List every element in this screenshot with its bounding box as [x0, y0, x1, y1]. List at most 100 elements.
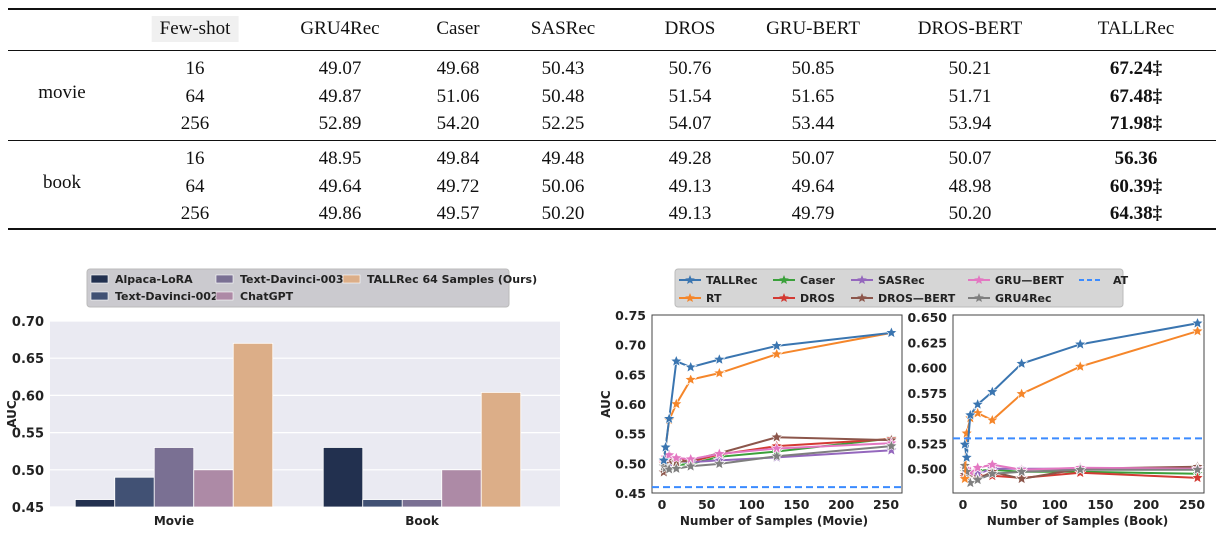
- data-point-star: [884, 439, 898, 452]
- data-point-star: [958, 437, 972, 450]
- table-cell: 48.98: [948, 175, 992, 197]
- y-tick-label: 0.70: [12, 315, 44, 330]
- legend-label: ChatGPT: [240, 290, 294, 303]
- table-cell: 49.28: [668, 148, 712, 169]
- x-tick-label: Book: [405, 514, 440, 528]
- column-header: DROS-BERT: [917, 18, 1023, 39]
- column-header: DROS: [664, 18, 716, 39]
- data-point-star: [958, 472, 972, 485]
- table-cell: 50.21: [948, 58, 992, 79]
- column-header: Few-shot: [151, 16, 239, 42]
- x-tick-label: 100: [1042, 497, 1068, 512]
- table-cell: 52.89: [318, 113, 362, 134]
- data-point-star: [684, 360, 698, 373]
- data-point-star: [1191, 324, 1204, 337]
- x-tick-label: 100: [739, 497, 765, 512]
- x-tick-label: 150: [1087, 497, 1113, 512]
- table-cell: 49.57: [436, 203, 480, 224]
- data-point-star: [884, 326, 898, 339]
- column-header: SASRec: [530, 18, 596, 39]
- legend-swatch: [342, 274, 361, 284]
- y-tick-label: 0.600: [907, 361, 947, 376]
- y-tick-label: 0.45: [12, 501, 44, 516]
- legend-label: GRU—BERT: [995, 274, 1064, 287]
- y-tick-label: 0.65: [615, 367, 646, 382]
- table-cell: 49.48: [541, 148, 585, 169]
- y-axis-label: AUC: [5, 400, 19, 428]
- legend-label: GRU4Rec: [995, 292, 1052, 305]
- table-cell: 51.06: [436, 85, 480, 107]
- series-line: [963, 322, 1198, 458]
- x-tick-label: 50: [1000, 497, 1018, 512]
- y-tick-label: 0.50: [615, 456, 646, 471]
- data-point-star: [712, 457, 726, 470]
- y-tick-label: 0.575: [907, 386, 947, 401]
- data-point-star: [1191, 316, 1204, 329]
- table-cell: 49.13: [668, 175, 712, 197]
- legend-star-icon: [685, 293, 695, 302]
- table-cell: 50.20: [541, 203, 585, 224]
- column-header: TALLRec: [1097, 18, 1175, 39]
- table-rule: [8, 140, 1216, 141]
- table-cell: 53.44: [791, 113, 835, 134]
- y-tick-label: 0.550: [907, 411, 947, 426]
- table-cell: 50.07: [948, 148, 992, 169]
- table-cell: 51.54: [668, 85, 712, 107]
- y-tick-label: 0.70: [615, 338, 646, 353]
- table-cell: 49.79: [791, 203, 835, 224]
- data-point-star: [662, 412, 676, 425]
- table-cell: 50.20: [948, 203, 992, 224]
- table-cell: 50.07: [791, 148, 835, 169]
- data-point-star: [770, 430, 784, 443]
- legend-label: AT: [1113, 274, 1129, 287]
- group-label: movie: [38, 82, 86, 103]
- x-axis-label: Number of Samples (Book): [987, 514, 1169, 528]
- y-tick-label: 0.625: [907, 335, 947, 350]
- data-point-star: [684, 459, 698, 472]
- bar: [232, 342, 274, 508]
- data-point-star: [971, 460, 985, 474]
- data-point-star: [770, 449, 784, 462]
- data-point-star: [1015, 356, 1029, 370]
- x-tick-label: Movie: [154, 514, 194, 528]
- table-cell: 16: [185, 148, 205, 169]
- data-point-star: [884, 443, 898, 456]
- data-point-star: [985, 385, 999, 398]
- table-cell: 51.71: [948, 85, 992, 107]
- table-cell: 60.39‡: [1109, 175, 1163, 197]
- data-point-star: [669, 354, 683, 367]
- data-point-star: [985, 413, 999, 426]
- x-tick-label: 0: [658, 497, 667, 512]
- bar: [193, 469, 234, 508]
- table-cell: 49.13: [668, 203, 712, 224]
- table-cell: 49.72: [436, 175, 480, 197]
- table-cell: 52.25: [541, 113, 585, 134]
- data-point-star: [1015, 472, 1029, 485]
- data-point-star: [657, 453, 671, 466]
- table-rule: [8, 8, 1216, 10]
- data-point-star: [1015, 465, 1029, 478]
- table-cell: 54.20: [436, 113, 480, 134]
- table-cell: 49.84: [436, 148, 480, 169]
- y-tick-label: 0.65: [12, 352, 44, 367]
- legend-label: SASRec: [878, 274, 925, 287]
- data-point-star: [963, 408, 977, 421]
- bar: [114, 476, 155, 508]
- data-point-star: [960, 450, 974, 464]
- table-cell: 48.95: [318, 148, 362, 169]
- y-tick-label: 0.55: [615, 427, 646, 442]
- legend-label: Text-Davinci-002: [115, 290, 219, 303]
- table-rule: [8, 50, 1216, 51]
- x-tick-label: 250: [873, 497, 899, 512]
- bar: [362, 499, 403, 508]
- y-tick-label: 0.55: [12, 427, 44, 442]
- series-rt: [958, 324, 1204, 485]
- table-cell: 64: [185, 175, 205, 197]
- table-cell: 50.76: [668, 58, 712, 79]
- table-cell: 49.87: [318, 85, 362, 107]
- x-tick-label: 200: [828, 497, 854, 512]
- table-cell: 50.48: [541, 85, 585, 107]
- data-point-star: [1191, 471, 1204, 484]
- line-legend: TALLRec RT Caser DROS SASRec DROS—BERT GRU—BER…: [674, 268, 1129, 308]
